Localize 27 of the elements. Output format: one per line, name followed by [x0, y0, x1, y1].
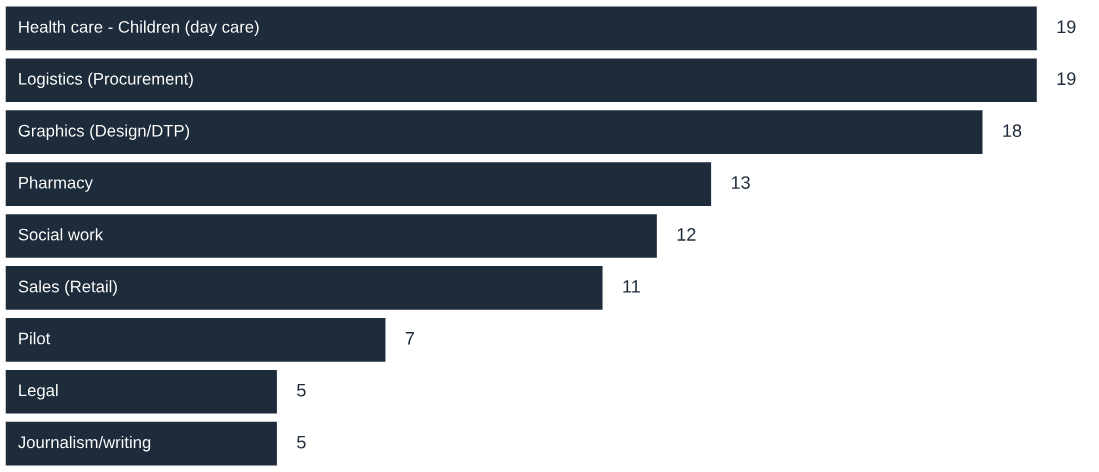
- y-tick-label: Legal: [19, 383, 58, 400]
- bar: [5, 6, 1037, 51]
- y-tick-label: Journalism/writing: [18, 435, 151, 452]
- y-tick-label: Pilot: [19, 332, 51, 345]
- data-label: 5: [297, 435, 306, 449]
- bar: [5, 58, 1037, 103]
- bar: [5, 110, 983, 154]
- data-label: 7: [405, 332, 415, 345]
- data-label: 12: [677, 228, 696, 241]
- data-label: 18: [1003, 124, 1022, 138]
- y-tick-label: Graphics (Design/DTP): [18, 124, 190, 140]
- y-tick-label: Logistics (Procurement): [19, 72, 193, 89]
- bar: [5, 214, 657, 258]
- bar: [5, 266, 603, 310]
- data-label: 19: [1057, 20, 1076, 34]
- y-tick-label: Health care - Children (day care): [19, 20, 259, 37]
- data-label: 19: [1057, 72, 1076, 86]
- bar: [5, 318, 386, 362]
- data-label: 11: [623, 280, 640, 293]
- y-tick-label: Social work: [18, 228, 104, 241]
- y-tick-label: Sales (Retail): [18, 280, 117, 296]
- bar: [5, 421, 277, 466]
- data-label: 5: [297, 384, 306, 397]
- data-label: 13: [731, 176, 750, 189]
- bar: [5, 369, 277, 414]
- y-tick-label: Pharmacy: [19, 176, 93, 192]
- bar: [5, 162, 712, 206]
